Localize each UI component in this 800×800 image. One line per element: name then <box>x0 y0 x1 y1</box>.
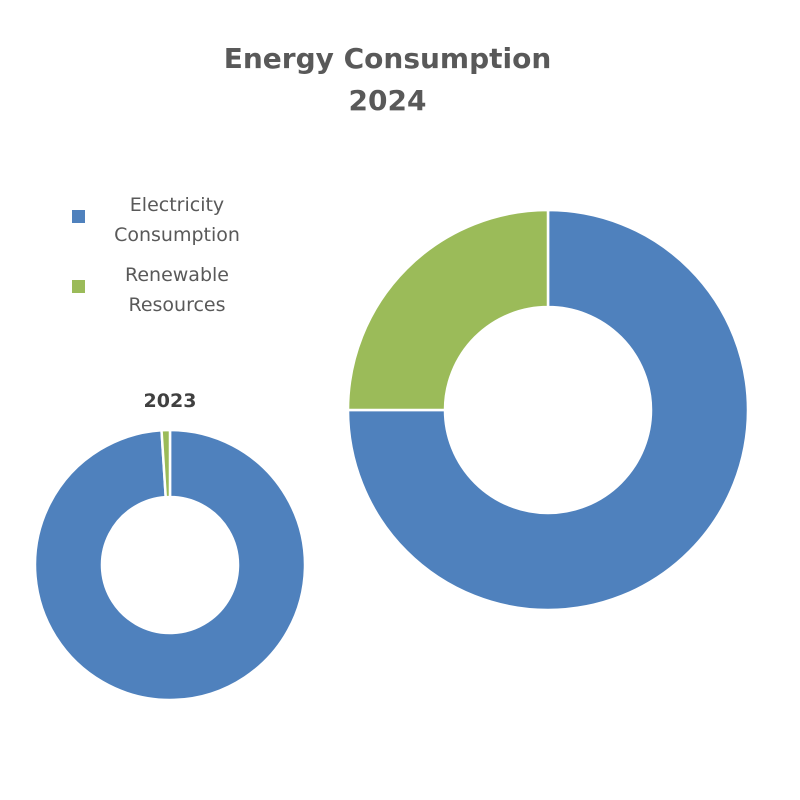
legend-label-electricity-line1: Electricity <box>129 194 225 216</box>
legend-swatch-renewable <box>72 280 85 293</box>
legend-item-electricity: Electricity Consumption <box>72 190 272 260</box>
donut-2023-slice-renewable <box>160 428 172 499</box>
donut-2023 <box>33 428 307 702</box>
chart-title-main: Energy Consumption <box>223 42 552 75</box>
legend-label-electricity-line2: Consumption <box>114 224 240 246</box>
legend-label-electricity: Electricity Consumption <box>102 190 252 250</box>
legend-swatch-electricity <box>72 210 85 223</box>
donut-2024 <box>346 208 750 612</box>
chart-title: Energy Consumption 2024 <box>0 38 775 122</box>
chart-2023-title: 2023 <box>143 390 197 412</box>
legend: Electricity Consumption Renewable Resour… <box>72 190 272 330</box>
donut-2024-slice-electricity <box>346 208 750 612</box>
chart-title-year: 2024 <box>348 84 427 117</box>
legend-label-renewable: Renewable Resources <box>102 260 252 320</box>
donut-2023-slice-electricity <box>33 428 307 702</box>
donut-2024-slice-renewable <box>346 208 550 412</box>
legend-item-renewable: Renewable Resources <box>72 260 272 330</box>
legend-label-renewable-line2: Resources <box>128 294 226 316</box>
legend-label-renewable-line1: Renewable <box>125 264 229 286</box>
